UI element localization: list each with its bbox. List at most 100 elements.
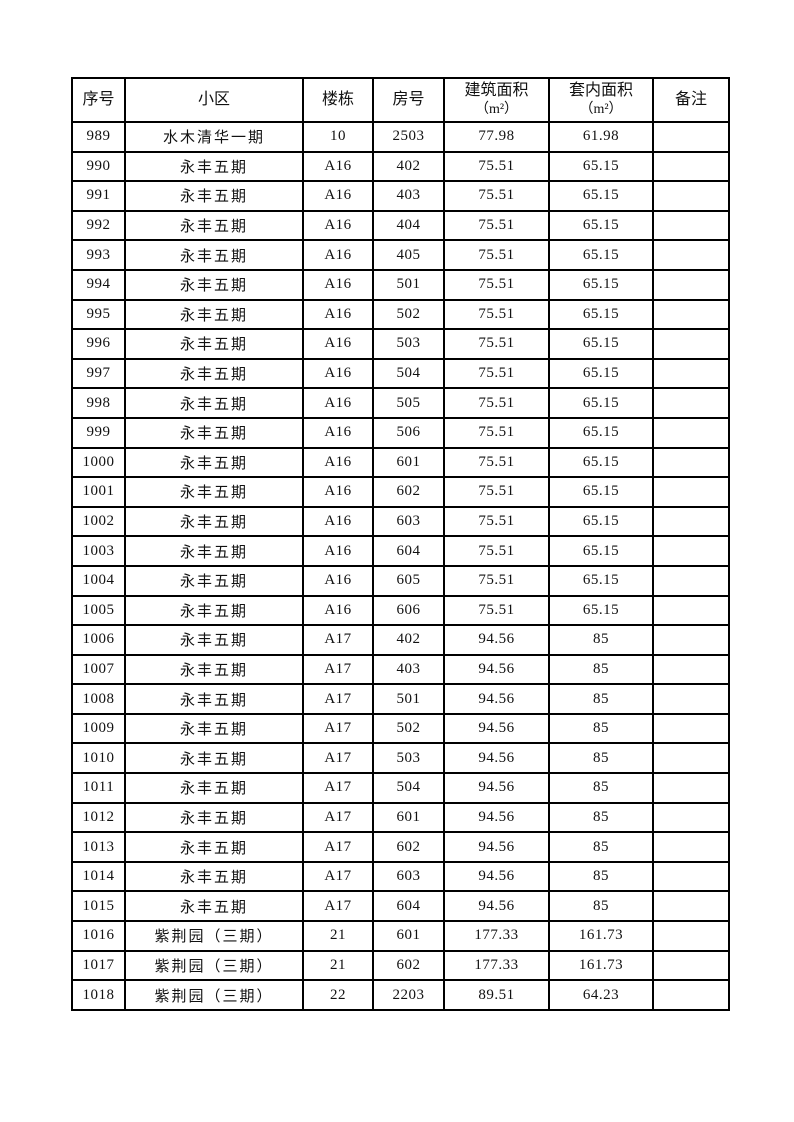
cell-inner-area: 85 [548, 772, 654, 804]
cell-building: 10 [302, 121, 374, 153]
cell-remark [652, 209, 730, 242]
cell-room: 504 [372, 357, 445, 390]
cell-community: 永丰五期 [124, 772, 304, 804]
cell-inner-area: 61.98 [548, 121, 654, 153]
cell-building-area: 75.51 [443, 476, 550, 508]
cell-room: 606 [372, 594, 445, 627]
cell-serial: 996 [71, 328, 126, 360]
cell-building-area: 75.51 [443, 150, 550, 183]
table-row: 1005 永丰五期 A16 606 75.51 65.15 [71, 594, 730, 627]
cell-building-area: 94.56 [443, 742, 550, 775]
table-row: 1003 永丰五期 A16 604 75.51 65.15 [71, 535, 730, 567]
header-building-label: 楼栋 [321, 91, 354, 108]
cell-building: A17 [302, 712, 374, 745]
cell-community: 紫荆园（三期） [124, 920, 304, 952]
cell-building-area: 94.56 [443, 772, 550, 804]
cell-remark [652, 298, 730, 331]
cell-remark [652, 446, 730, 479]
cell-room: 506 [372, 416, 445, 449]
cell-building: A16 [302, 535, 374, 567]
cell-community: 永丰五期 [124, 446, 304, 479]
header-building-area: 建筑面积 （m²） [443, 77, 550, 123]
table-row: 996 永丰五期 A16 503 75.51 65.15 [71, 328, 730, 360]
cell-building: A17 [302, 683, 374, 715]
cell-building-area: 75.51 [443, 505, 550, 538]
cell-building-area: 75.51 [443, 298, 550, 331]
cell-community: 永丰五期 [124, 476, 304, 508]
cell-community: 永丰五期 [124, 180, 304, 212]
table-row: 993 永丰五期 A16 405 75.51 65.15 [71, 239, 730, 271]
cell-building-area: 94.56 [443, 653, 550, 686]
cell-building: A17 [302, 801, 374, 834]
cell-remark [652, 416, 730, 449]
cell-remark [652, 860, 730, 893]
header-building-area-label: 建筑面积 [464, 82, 529, 100]
cell-room: 402 [372, 150, 445, 183]
cell-room: 601 [372, 446, 445, 479]
table-row: 1006 永丰五期 A17 402 94.56 85 [71, 624, 730, 656]
cell-inner-area: 65.15 [548, 564, 654, 597]
cell-building-area: 94.56 [443, 860, 550, 893]
cell-room: 605 [372, 564, 445, 597]
cell-inner-area: 85 [548, 653, 654, 686]
cell-building-area: 75.51 [443, 564, 550, 597]
cell-building: A16 [302, 476, 374, 508]
cell-community: 永丰五期 [124, 712, 304, 745]
cell-building: A17 [302, 624, 374, 656]
cell-serial: 1001 [71, 476, 126, 508]
cell-room: 404 [372, 209, 445, 242]
cell-serial: 1004 [71, 564, 126, 597]
cell-room: 603 [372, 505, 445, 538]
cell-building-area: 75.51 [443, 535, 550, 567]
cell-serial: 1011 [71, 772, 126, 804]
cell-community: 永丰五期 [124, 801, 304, 834]
cell-building: A17 [302, 653, 374, 686]
cell-remark [652, 535, 730, 567]
cell-building-area: 75.51 [443, 180, 550, 212]
cell-building: A16 [302, 268, 374, 301]
cell-community: 永丰五期 [124, 298, 304, 331]
cell-serial: 1006 [71, 624, 126, 656]
table-row: 1015 永丰五期 A17 604 94.56 85 [71, 890, 730, 923]
cell-building: A16 [302, 594, 374, 627]
cell-community: 永丰五期 [124, 653, 304, 686]
cell-room: 602 [372, 831, 445, 863]
cell-remark [652, 653, 730, 686]
table-row: 999 永丰五期 A16 506 75.51 65.15 [71, 416, 730, 449]
cell-community: 永丰五期 [124, 505, 304, 538]
cell-room: 601 [372, 801, 445, 834]
cell-building: A16 [302, 416, 374, 449]
table-row: 1002 永丰五期 A16 603 75.51 65.15 [71, 505, 730, 538]
table-row: 994 永丰五期 A16 501 75.51 65.15 [71, 268, 730, 301]
cell-serial: 993 [71, 239, 126, 271]
cell-room: 503 [372, 742, 445, 775]
cell-remark [652, 801, 730, 834]
cell-room: 604 [372, 535, 445, 567]
cell-serial: 1000 [71, 446, 126, 479]
cell-building-area: 75.51 [443, 239, 550, 271]
cell-inner-area: 65.15 [548, 535, 654, 567]
cell-room: 505 [372, 387, 445, 419]
cell-inner-area: 65.15 [548, 387, 654, 419]
cell-remark [652, 624, 730, 656]
table-row: 1007 永丰五期 A17 403 94.56 85 [71, 653, 730, 686]
cell-serial: 1008 [71, 683, 126, 715]
header-room: 房号 [372, 77, 445, 123]
cell-inner-area: 65.15 [548, 180, 654, 212]
header-inner-area-label: 套内面积 [568, 82, 633, 100]
cell-building-area: 75.51 [443, 387, 550, 419]
cell-building: 21 [302, 920, 374, 952]
cell-building-area: 89.51 [443, 979, 550, 1011]
cell-room: 403 [372, 653, 445, 686]
cell-inner-area: 161.73 [548, 920, 654, 952]
cell-building: A16 [302, 328, 374, 360]
cell-remark [652, 239, 730, 271]
cell-serial: 1003 [71, 535, 126, 567]
cell-remark [652, 742, 730, 775]
cell-inner-area: 65.15 [548, 357, 654, 390]
cell-serial: 994 [71, 268, 126, 301]
cell-building: A17 [302, 772, 374, 804]
cell-inner-area: 65.15 [548, 298, 654, 331]
cell-room: 504 [372, 772, 445, 804]
